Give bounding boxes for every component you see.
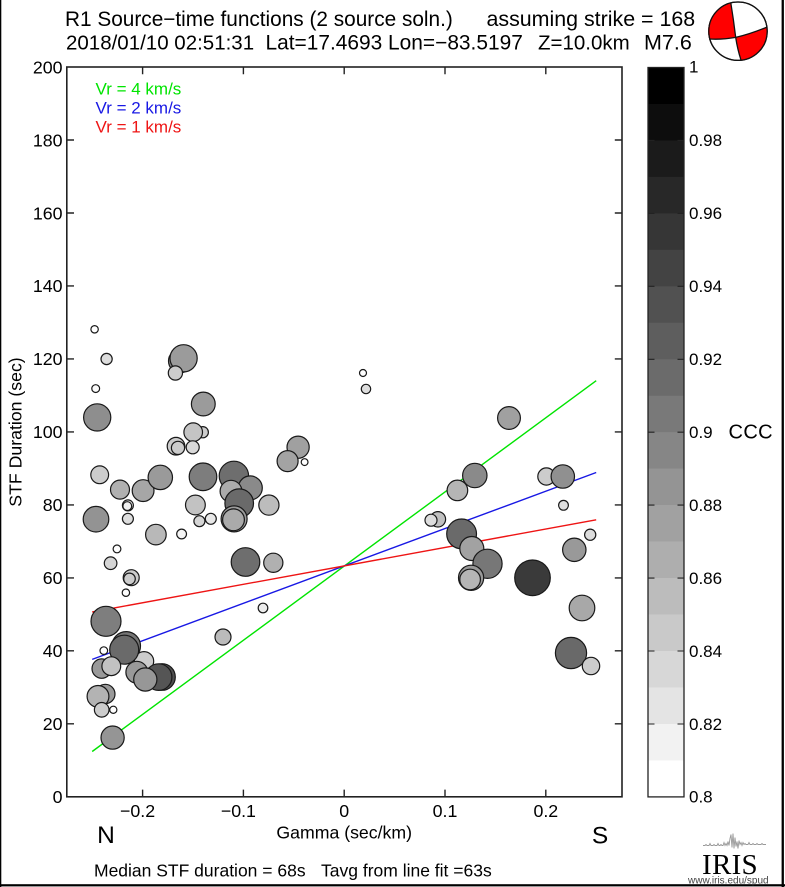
svg-text:Vr = 2 km/s: Vr = 2 km/s xyxy=(96,99,182,118)
svg-text:0: 0 xyxy=(53,787,63,807)
svg-text:0: 0 xyxy=(339,801,349,821)
svg-text:0.86: 0.86 xyxy=(689,569,722,588)
svg-text:M7.6: M7.6 xyxy=(644,31,692,55)
svg-text:CCC: CCC xyxy=(729,422,774,444)
svg-text:2018/01/10 02:51:31: 2018/01/10 02:51:31 xyxy=(66,32,254,55)
svg-text:0.92: 0.92 xyxy=(689,350,722,369)
svg-text:Vr = 4 km/s: Vr = 4 km/s xyxy=(96,80,182,99)
svg-text:N: N xyxy=(97,822,115,849)
svg-text:0.98: 0.98 xyxy=(689,131,722,150)
svg-text:S: S xyxy=(592,823,608,850)
svg-text:Z=10.0km: Z=10.0km xyxy=(538,32,630,55)
svg-text:Gamma (sec/km): Gamma (sec/km) xyxy=(276,823,412,843)
svg-text:Lat=17.4693 Lon=−83.5197: Lat=17.4693 Lon=−83.5197 xyxy=(266,32,523,55)
svg-text:20: 20 xyxy=(43,714,63,734)
svg-text:0.82: 0.82 xyxy=(689,715,722,734)
svg-text:100: 100 xyxy=(33,422,63,442)
svg-text:0.1: 0.1 xyxy=(433,801,458,821)
svg-text:120: 120 xyxy=(33,349,63,369)
svg-text:0.88: 0.88 xyxy=(689,496,722,515)
svg-text:80: 80 xyxy=(43,495,63,515)
svg-text:40: 40 xyxy=(43,641,63,661)
svg-text:0.84: 0.84 xyxy=(689,642,722,661)
svg-text:0.96: 0.96 xyxy=(689,204,722,223)
svg-text:0.2: 0.2 xyxy=(533,801,558,821)
svg-text:STF Duration (sec): STF Duration (sec) xyxy=(6,357,26,506)
svg-text:60: 60 xyxy=(43,568,63,588)
svg-text:IRIS: IRIS xyxy=(702,849,758,881)
svg-text:0.8: 0.8 xyxy=(689,788,713,807)
svg-text:www.iris.edu/spud: www.iris.edu/spud xyxy=(687,876,769,887)
svg-text:−0.2: −0.2 xyxy=(120,801,155,821)
svg-text:Vr = 1 km/s: Vr = 1 km/s xyxy=(96,118,182,137)
svg-text:Tavg from line fit =63s: Tavg from line fit =63s xyxy=(321,860,492,880)
svg-text:assuming strike = 168: assuming strike = 168 xyxy=(487,7,696,31)
svg-text:200: 200 xyxy=(33,57,63,77)
svg-text:180: 180 xyxy=(33,130,63,150)
svg-text:Median STF duration = 68s: Median STF duration = 68s xyxy=(94,860,306,880)
svg-text:0.94: 0.94 xyxy=(689,277,722,296)
svg-text:1: 1 xyxy=(689,58,698,77)
svg-text:0.9: 0.9 xyxy=(689,423,713,442)
svg-text:140: 140 xyxy=(33,276,63,296)
svg-text:160: 160 xyxy=(33,203,63,223)
svg-text:−0.1: −0.1 xyxy=(221,801,256,821)
svg-text:R1 Source−time functions (2 so: R1 Source−time functions (2 source soln.… xyxy=(65,8,453,31)
